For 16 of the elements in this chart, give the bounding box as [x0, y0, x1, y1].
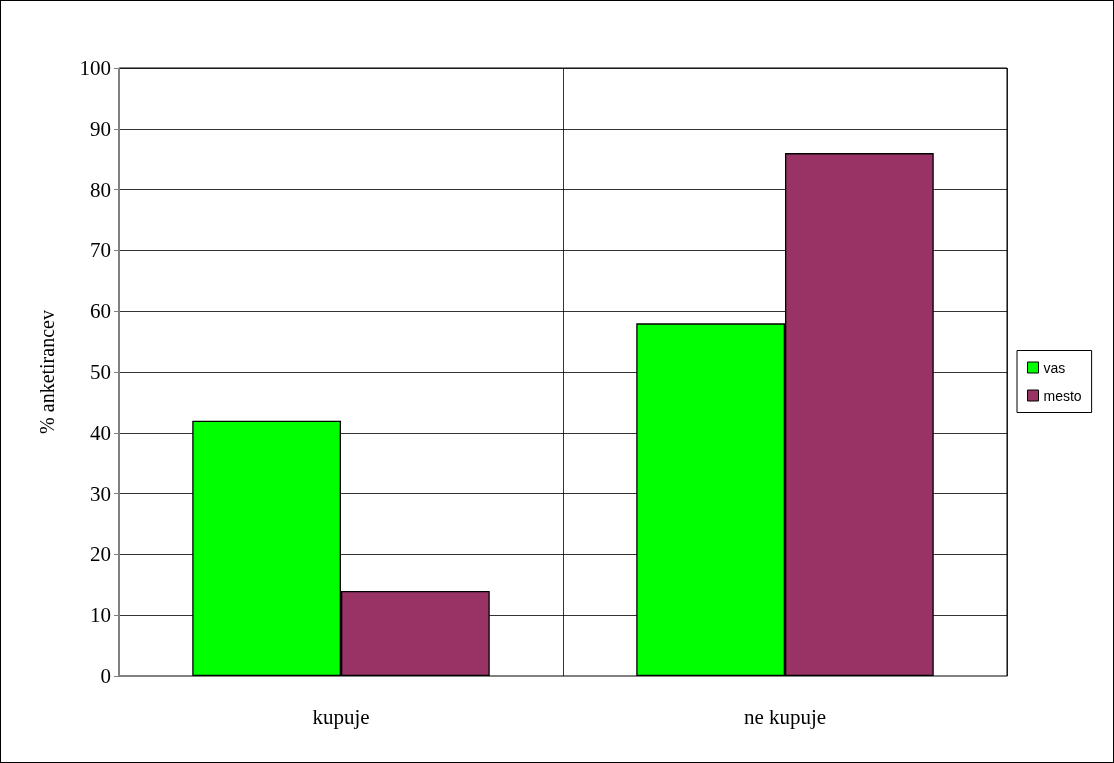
x-tick-label: ne kupuje: [743, 704, 827, 729]
y-tick-label: 30: [90, 481, 111, 506]
legend-label: mesto: [1043, 387, 1082, 404]
y-axis-title: % anketirancev: [36, 310, 58, 434]
legend-label: vas: [1043, 359, 1066, 376]
y-tick-label: 20: [90, 542, 111, 567]
y-tick-label: 100: [79, 56, 111, 80]
y-tick-label: 40: [90, 420, 111, 445]
y-tick-label: 80: [90, 177, 111, 202]
y-tick-label: 10: [90, 603, 111, 628]
y-tick-label: 70: [90, 238, 111, 263]
y-tick-label: 0: [100, 664, 111, 688]
y-tick-label: 90: [90, 116, 111, 141]
y-tick-label: 60: [90, 299, 111, 324]
y-tick-label: 50: [90, 360, 111, 384]
x-tick-label: kupuje: [312, 704, 370, 729]
